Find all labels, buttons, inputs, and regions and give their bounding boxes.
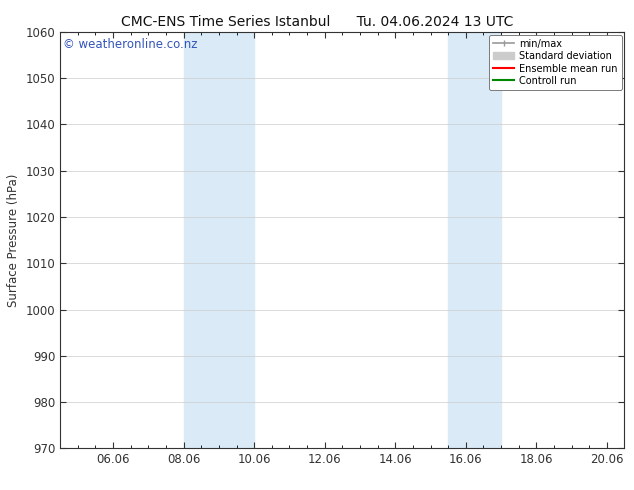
Bar	[448, 32, 501, 448]
Bar	[184, 32, 254, 448]
Y-axis label: Surface Pressure (hPa): Surface Pressure (hPa)	[7, 173, 20, 307]
Legend: min/max, Standard deviation, Ensemble mean run, Controll run: min/max, Standard deviation, Ensemble me…	[489, 35, 621, 90]
Text: CMC-ENS Time Series Istanbul      Tu. 04.06.2024 13 UTC: CMC-ENS Time Series Istanbul Tu. 04.06.2…	[121, 15, 513, 29]
Text: © weatheronline.co.nz: © weatheronline.co.nz	[63, 38, 198, 51]
